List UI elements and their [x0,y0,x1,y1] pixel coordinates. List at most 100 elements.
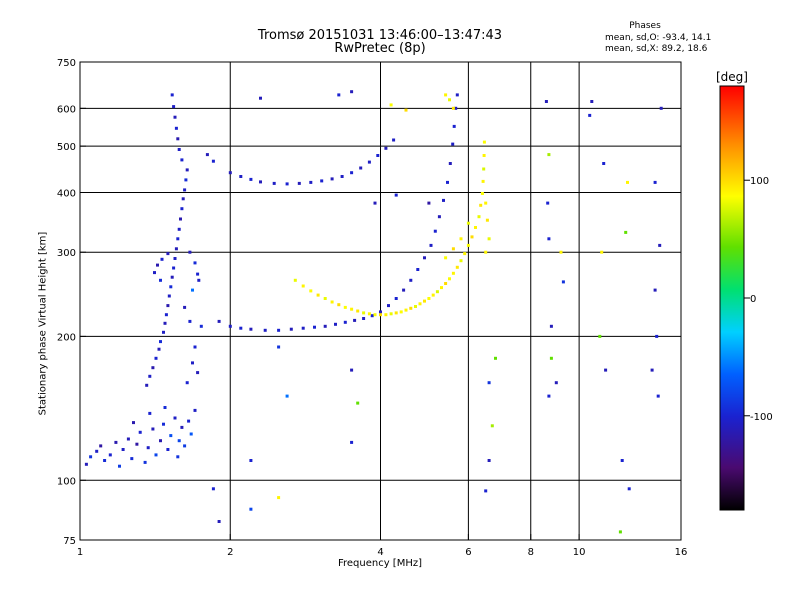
data-point-scatter [350,440,354,444]
data-point-o [423,256,426,260]
data-point-scatter [604,368,608,372]
data-point-scatter [484,489,488,493]
data-point-scatter [598,334,602,338]
data-point-x [301,284,305,288]
data-point-scatter [626,180,629,184]
data-point-o [211,159,215,163]
data-point-o [188,250,192,254]
data-point-o [193,261,197,265]
data-point-scatter [624,230,628,234]
data-point-x [379,313,382,317]
data-point-x [337,303,341,307]
data-point-o [180,158,184,162]
data-point-o [170,275,174,279]
y-tick-label: 500 [57,142,76,153]
data-point-o [191,288,194,292]
colorbar-unit-label: [deg] [716,70,748,84]
data-point-o [99,444,103,448]
data-point-o [132,421,135,425]
data-point-o [359,166,363,170]
data-point-x [384,313,388,317]
data-point-o [320,179,324,183]
data-point-x [444,282,448,285]
data-point-x [431,293,435,297]
data-point-o [148,374,152,378]
data-point-o [154,453,158,457]
colorbar [719,85,745,511]
y-axis-ticks: 75 100 200 300 400 500 600 750 [57,58,86,547]
data-point-o [384,146,388,150]
colorbar-tick-label: -100 [750,412,773,423]
data-point-x [418,302,422,306]
data-point-x [448,277,451,281]
data-point-o [169,434,173,438]
data-point-o [196,371,200,375]
data-point-o [118,464,121,468]
data-point-o [108,453,112,457]
data-point-scatter [549,324,553,328]
data-point-scatter [653,288,657,292]
data-point-o [433,229,437,233]
data-point-o [167,294,171,298]
data-point-x [484,250,488,254]
data-point-x [444,256,448,260]
x-tick-label: 16 [675,547,688,558]
data-point-scatter [249,507,253,511]
data-point-scatter [602,162,606,165]
data-point-o [166,448,170,451]
data-point-o [392,138,396,142]
y-tick-label: 750 [57,58,76,69]
data-point-x [481,179,485,183]
data-point-o [323,324,327,328]
data-point-scatter [547,237,551,241]
data-point-o [191,361,194,365]
data-point-o [130,457,134,461]
data-point-x [451,271,455,275]
data-point-o [455,93,459,97]
data-point-scatter [650,368,654,372]
data-point-scatter [658,243,662,247]
data-point-o [409,278,413,282]
data-point-x [316,293,320,297]
data-point-o [177,227,181,231]
data-point-scatter [259,96,262,100]
data-point-scatter [249,459,253,462]
data-point-o [177,439,181,443]
x-tick-label: 6 [465,547,471,558]
data-point-o [135,442,139,446]
data-point-o [437,215,441,219]
colorbar-tick-label: 100 [750,176,769,187]
data-point-o [454,106,458,110]
data-point-o [151,366,155,370]
data-point-o [164,313,168,317]
colorbar-ticks: 100 0 -100 [744,176,773,423]
data-point-x [444,93,448,97]
data-point-o [387,304,390,308]
data-point-o [121,448,125,451]
data-point-o [197,278,201,282]
data-point-o [185,381,189,385]
data-point-scatter [277,496,281,500]
data-point-o [174,247,178,251]
data-point-o [163,406,167,409]
data-point-o [353,318,357,322]
data-point-o [145,383,149,387]
data-point-o [159,278,162,282]
data-point-scatter [620,459,624,462]
data-point-x [480,192,484,195]
data-point-o [379,310,382,314]
data-point-x [479,203,483,207]
data-point-o [183,305,187,309]
data-point-x [343,305,347,309]
data-point-scatter [659,106,663,110]
data-point-scatter [350,368,354,372]
data-point-o [259,180,262,184]
data-point-x [323,297,327,300]
data-point-o [189,432,193,436]
data-point-scatter [656,394,660,398]
data-point-o [193,345,197,349]
data-point-o [163,321,167,325]
data-point-x [477,215,481,219]
data-point-o [159,439,162,443]
